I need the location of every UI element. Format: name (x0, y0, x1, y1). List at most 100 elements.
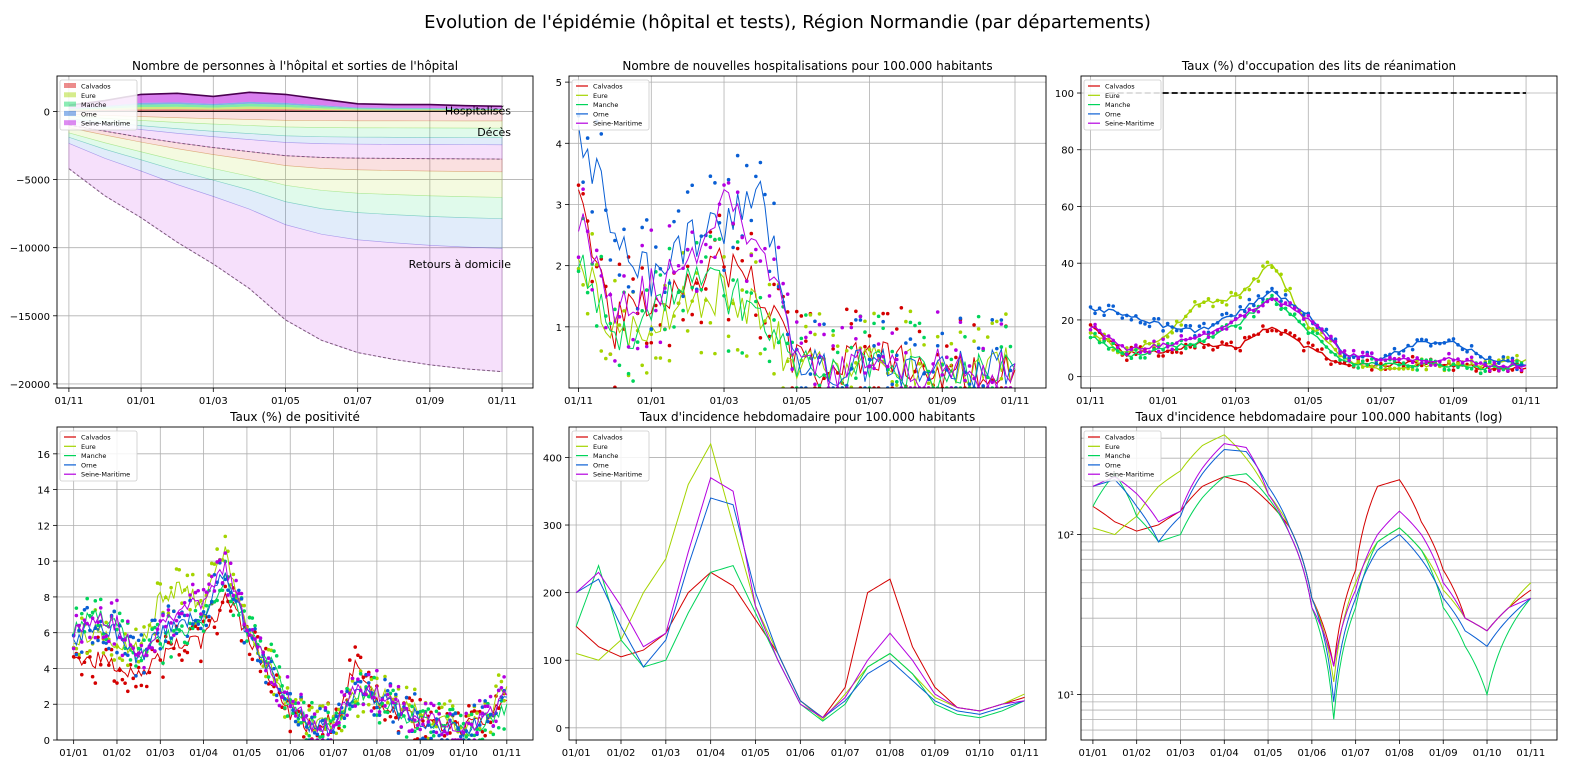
legend-label-orne: Orne (1105, 110, 1121, 118)
scatter-point-manche (231, 613, 236, 618)
scatter-point-seine-maritime (502, 675, 506, 679)
y-tick-label: −15000 (10, 312, 50, 323)
scatter-point-manche (377, 721, 382, 725)
scatter-point-orne (708, 174, 713, 179)
scatter-point-eure (949, 341, 954, 346)
scatter-point-calvados (1211, 348, 1215, 352)
scatter-point-calvados (442, 734, 447, 738)
x-tick-label: 01/06 (1297, 748, 1326, 759)
scatter-point-manche (908, 320, 913, 325)
scatter-point-seine-maritime (654, 308, 658, 313)
scatter-point-calvados (1283, 328, 1288, 333)
scatter-point-orne (310, 715, 314, 720)
scatter-point-manche (1174, 347, 1179, 351)
series-line-seine-maritime (1090, 297, 1527, 369)
scatter-point-calvados (104, 647, 108, 652)
scatter-point-eure (79, 616, 84, 620)
scatter-point-orne (1247, 297, 1252, 302)
scatter-point-seine-maritime (207, 582, 211, 586)
x-tick-label: 01/08 (1385, 748, 1414, 759)
scatter-point-orne (345, 689, 349, 694)
scatter-point-calvados (894, 327, 899, 331)
scatter-point-orne (207, 614, 211, 619)
scatter-point-orne (320, 718, 325, 723)
scatter-point-manche (301, 700, 306, 705)
scatter-point-manche (180, 624, 184, 628)
scatter-point-calvados (831, 347, 835, 351)
y-tick-label: 6 (44, 629, 50, 640)
y-tick-label: 16 (37, 450, 50, 461)
scatter-point-orne (1179, 329, 1184, 333)
scatter-point-seine-maritime (881, 354, 885, 359)
scatter-point-eure (101, 651, 106, 655)
scatter-point-seine-maritime (223, 551, 228, 555)
scatter-point-manche (1129, 356, 1134, 361)
scatter-point-seine-maritime (1152, 339, 1156, 344)
scatter-point-seine-maritime (274, 698, 279, 703)
scatter-point-manche (1111, 341, 1116, 346)
axes-frame (568, 426, 1047, 741)
scatter-point-orne (649, 327, 654, 331)
scatter-point-seine-maritime (182, 601, 187, 605)
scatter-point-eure (726, 334, 731, 339)
scatter-point-orne (404, 695, 409, 700)
scatter-point-eure (412, 687, 417, 692)
scatter-point-manche (726, 349, 731, 353)
scatter-point-manche (161, 661, 165, 665)
legend-label-eure: Eure (593, 92, 608, 100)
y-tick-label: 80 (1061, 146, 1074, 157)
scatter-point-calvados (1174, 350, 1179, 354)
scatter-point-seine-maritime (93, 635, 98, 640)
scatter-point-seine-maritime (280, 695, 284, 700)
scatter-point-seine-maritime (626, 345, 631, 349)
scatter-point-eure (1170, 330, 1174, 335)
scatter-point-seine-maritime (631, 337, 635, 342)
scatter-point-orne (999, 318, 1004, 322)
scatter-point-calvados (685, 264, 690, 269)
annotation-deces: Décès (477, 126, 511, 139)
scatter-point-orne (218, 561, 222, 565)
scatter-point-manche (177, 628, 182, 632)
x-tick-label: 01/02 (103, 748, 132, 759)
scatter-point-orne (940, 331, 945, 336)
scatter-point-orne (185, 634, 190, 639)
scatter-point-calvados (134, 684, 138, 689)
deces-band-seine-maritime (68, 120, 503, 160)
scatter-point-calvados (667, 343, 672, 348)
scatter-point-eure (1515, 353, 1519, 358)
scatter-point-seine-maritime (345, 713, 349, 718)
scatter-point-manche (890, 349, 895, 354)
y-tick-label: 0 (1068, 373, 1074, 384)
series-line-manche (1090, 295, 1527, 371)
scatter-point-seine-maritime (136, 651, 141, 656)
scatter-point-seine-maritime (139, 643, 144, 648)
scatter-point-calvados (1301, 348, 1306, 353)
scatter-point-orne (142, 670, 146, 675)
scatter-point-manche (483, 728, 487, 732)
scatter-point-manche (312, 714, 317, 719)
scatter-point-seine-maritime (1179, 334, 1184, 338)
scatter-point-orne (990, 318, 995, 322)
scatter-point-orne (172, 609, 176, 614)
scatter-point-manche (976, 314, 981, 319)
scatter-point-seine-maritime (1093, 322, 1097, 327)
scatter-point-orne (894, 353, 899, 358)
plot-area (576, 113, 1016, 388)
retours-line (68, 168, 503, 373)
scatter-point-orne (1392, 346, 1397, 351)
scatter-point-calvados (407, 696, 412, 700)
scatter-point-orne (458, 734, 463, 739)
scatter-point-manche (644, 288, 649, 292)
scatter-point-eure (356, 714, 360, 719)
scatter-point-orne (731, 245, 735, 250)
legend-label-calvados: Calvados (593, 434, 623, 442)
scatter-point-seine-maritime (209, 574, 214, 579)
scatter-point-orne (1120, 316, 1125, 320)
scatter-point-orne (1161, 329, 1165, 333)
legend-label-eure: Eure (1105, 92, 1120, 100)
scatter-point-manche (744, 290, 749, 294)
scatter-point-seine-maritime (499, 685, 504, 690)
scatter-point-manche (1138, 355, 1143, 360)
hospitalises-line (68, 91, 503, 108)
scatter-point-calvados (1279, 332, 1283, 336)
